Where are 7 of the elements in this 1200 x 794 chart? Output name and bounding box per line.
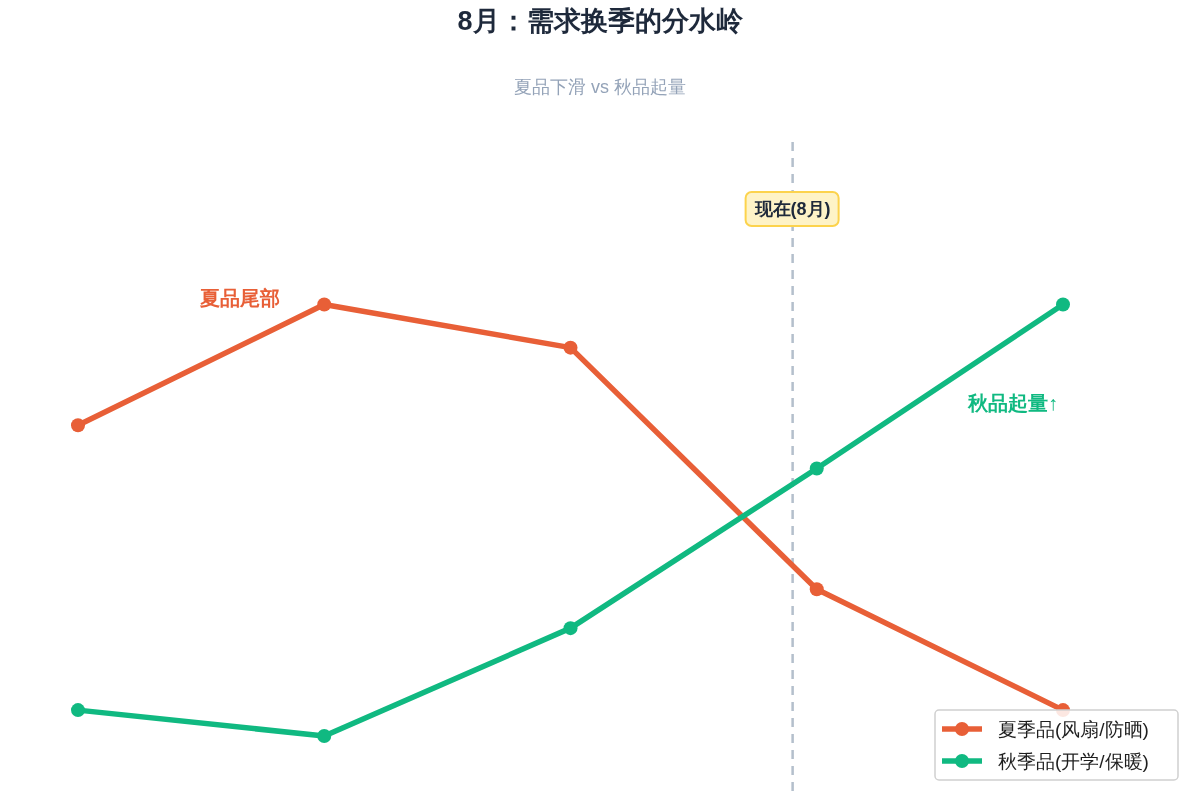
annotation: 夏品尾部 [200, 287, 280, 309]
subtitle: 夏品下滑 vs 秋品起量 [514, 77, 686, 97]
annotation: 秋品起量↑ [968, 392, 1058, 414]
legend-label: 秋季品(开学/保暖) [998, 751, 1149, 772]
annotation: 现在(8月) [744, 191, 840, 227]
title: 8月：需求换季的分水岭 [457, 6, 743, 36]
legend-label: 夏季品(风扇/防晒) [998, 719, 1149, 740]
